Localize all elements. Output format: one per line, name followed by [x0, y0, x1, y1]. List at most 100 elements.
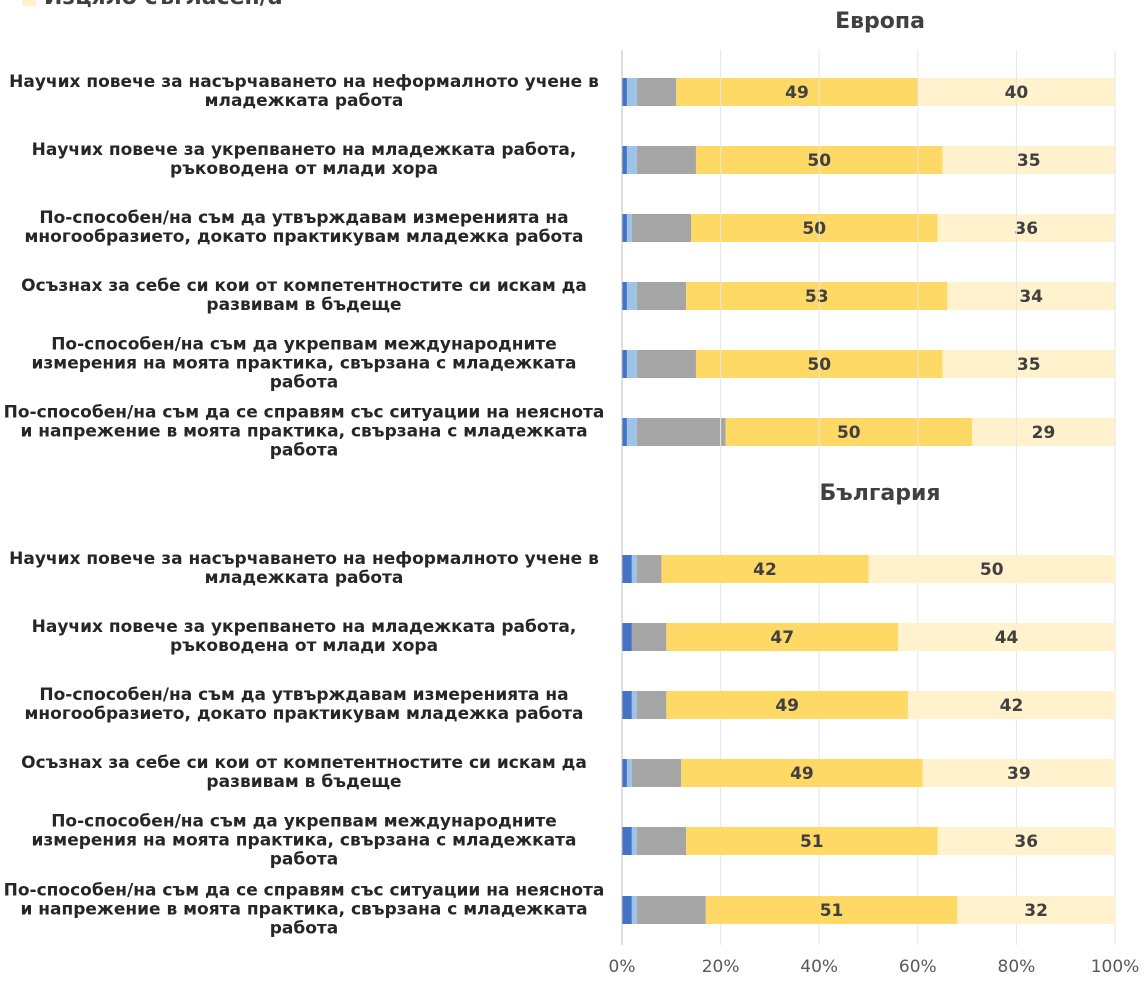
data-label: 44: [995, 628, 1019, 648]
bar-segment: [942, 350, 1115, 378]
bar-segment: [705, 896, 958, 924]
data-label: 49: [790, 764, 814, 784]
bar-segment: [631, 827, 637, 855]
bar-segment: [947, 282, 1115, 310]
bar-segment: [636, 691, 667, 719]
data-label: 35: [1017, 151, 1041, 171]
bar-segment: [937, 827, 1115, 855]
bar-segment: [622, 827, 632, 855]
data-label: 36: [1014, 832, 1038, 852]
bar-segment: [957, 896, 1115, 924]
category-label: По-способен/на съм да утвърждавам измере…: [24, 685, 584, 724]
bar-segment: [622, 623, 632, 651]
category-label: Научих повече за укрепването на младежка…: [31, 140, 577, 179]
category-label: По-способен/на съм да се справям със сит…: [3, 880, 605, 939]
bar-segment: [626, 282, 637, 310]
bar-segment: [691, 214, 938, 242]
bar-segment: [622, 214, 627, 242]
bar-segment: [676, 78, 918, 106]
bar-segment: [636, 555, 662, 583]
bar-segment: [636, 282, 687, 310]
x-tick-label: 40%: [800, 957, 838, 977]
data-label: 36: [1014, 219, 1038, 239]
bar-segment: [942, 146, 1115, 174]
bar-segment: [636, 896, 706, 924]
legend-swatch: [22, 0, 36, 6]
data-label: 39: [1007, 764, 1031, 784]
bar-segment: [666, 691, 908, 719]
bar-segment: [631, 896, 637, 924]
data-label: 29: [1032, 423, 1056, 443]
bar-segment: [922, 759, 1115, 787]
category-label: Осъзнах за себе си кои от компетентности…: [21, 276, 587, 315]
data-label: 42: [753, 560, 777, 580]
bar-segment: [631, 214, 692, 242]
data-label: 49: [785, 83, 809, 103]
bar-segment: [636, 146, 696, 174]
bar-segment: [622, 418, 627, 446]
bar-segment: [725, 418, 973, 446]
panel-title: България: [819, 481, 940, 506]
data-label: 49: [775, 696, 799, 716]
data-label: 51: [820, 901, 844, 921]
bar-segment: [636, 418, 726, 446]
bar-segment: [622, 78, 627, 106]
data-label: 50: [980, 560, 1004, 580]
x-tick-label: 100%: [1091, 957, 1140, 977]
category-label: По-способен/на съм да укрепвам междунаро…: [31, 811, 577, 870]
bar-segment: [631, 759, 682, 787]
bar-segment: [622, 691, 632, 719]
bar-segment: [631, 623, 667, 651]
bar-segment: [636, 78, 677, 106]
category-label: Научих повече за насърчаването на неформ…: [9, 549, 599, 588]
x-tick-label: 60%: [899, 957, 937, 977]
category-label: Научих повече за укрепването на младежка…: [31, 617, 577, 656]
category-label: По-способен/на съм да укрепвам междунаро…: [31, 334, 577, 393]
data-label: 51: [800, 832, 824, 852]
data-label: 53: [805, 287, 829, 307]
legend-label: Изцяло съгласен/а: [44, 0, 283, 10]
data-label: 32: [1024, 901, 1048, 921]
bar-segment: [636, 350, 696, 378]
bar-segment: [972, 418, 1115, 446]
bar-segment: [622, 896, 632, 924]
bar-segment: [622, 555, 632, 583]
bar-segment: [907, 691, 1115, 719]
bar-segment: [626, 418, 637, 446]
bar-segment: [622, 350, 627, 378]
bar-segment: [686, 827, 938, 855]
bar-segment: [622, 759, 627, 787]
bar-segment: [622, 146, 627, 174]
category-label: По-способен/на съм да се справям със сит…: [3, 402, 605, 461]
data-label: 42: [1000, 696, 1024, 716]
bar-segment: [626, 759, 632, 787]
bar-segment: [686, 282, 948, 310]
bar-segment: [868, 555, 1115, 583]
category-label: Научих повече за насърчаването на неформ…: [9, 72, 599, 111]
category-label: По-способен/на съм да утвърждавам измере…: [24, 208, 584, 247]
data-label: 50: [837, 423, 861, 443]
bar-segment: [631, 691, 637, 719]
data-label: 34: [1019, 287, 1043, 307]
bar-segment: [622, 282, 627, 310]
x-tick-label: 20%: [702, 957, 740, 977]
data-label: 35: [1017, 355, 1041, 375]
bar-segment: [636, 827, 687, 855]
bar-segment: [666, 623, 899, 651]
bar-segment: [681, 759, 923, 787]
bar-segment: [626, 78, 637, 106]
data-label: 47: [770, 628, 794, 648]
panel-title: Европа: [835, 9, 925, 34]
data-label: 50: [802, 219, 826, 239]
x-tick-label: 0%: [609, 957, 636, 977]
x-tick-label: 80%: [998, 957, 1036, 977]
bar-segment: [937, 214, 1115, 242]
bar-segment: [626, 146, 637, 174]
bar-segment: [626, 350, 637, 378]
bar-segment: [631, 555, 637, 583]
category-label: Осъзнах за себе си кои от компетентности…: [21, 753, 587, 792]
bar-segment: [898, 623, 1115, 651]
bar-segment: [626, 214, 632, 242]
